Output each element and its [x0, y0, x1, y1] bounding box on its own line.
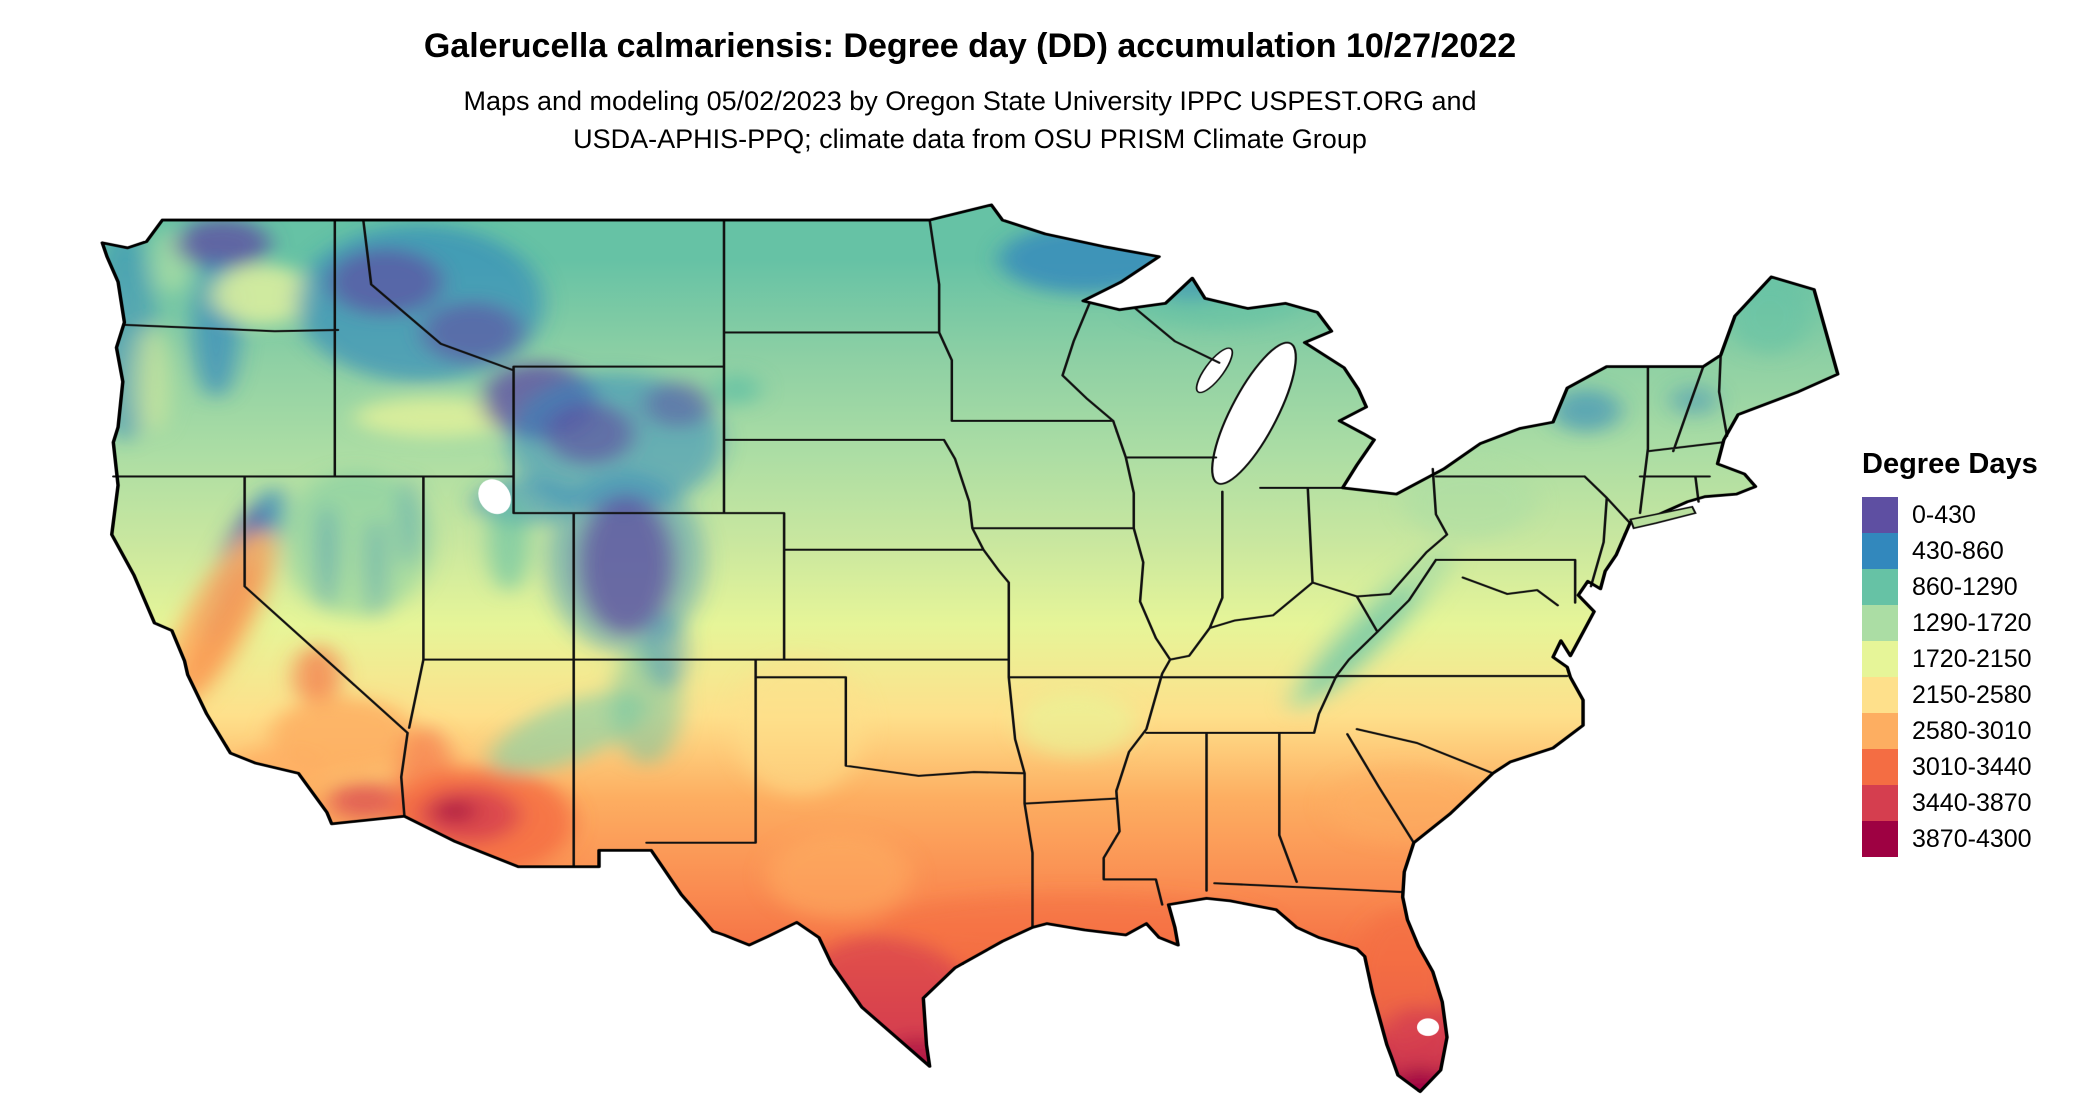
- legend-title: Degree Days: [1862, 448, 2038, 480]
- great-salt-lake: [478, 479, 511, 515]
- subtitle-line-2: USDA-APHIS-PPQ; climate data from OSU PR…: [573, 123, 1367, 154]
- map-header: Galerucella calmariensis: Degree day (DD…: [0, 26, 1940, 158]
- legend-swatch: [1862, 713, 1898, 749]
- legend-swatch: [1862, 641, 1898, 677]
- legend-swatch: [1862, 749, 1898, 785]
- legend-entry: 2150-2580: [1862, 677, 2092, 713]
- legend-swatch: [1862, 821, 1898, 857]
- page-title: Galerucella calmariensis: Degree day (DD…: [423, 27, 1517, 65]
- legend-entry: 3010-3440: [1862, 749, 2092, 785]
- state-borders: [112, 218, 1729, 929]
- long-island: [1629, 505, 1697, 530]
- legend-label: 3010-3440: [1912, 753, 2032, 781]
- lake-michigan: [1211, 341, 1297, 485]
- us-degree-day-map: [100, 203, 1840, 1094]
- legend-entry: 2580-3010: [1862, 713, 2092, 749]
- legend-label: 2150-2580: [1912, 681, 2032, 709]
- legend-entry: 0-430: [1862, 497, 2092, 533]
- legend-entry: 430-860: [1862, 533, 2092, 569]
- legend-label: 860-1290: [1912, 573, 2018, 601]
- legend-entry: 860-1290: [1862, 569, 2092, 605]
- legend-label: 0-430: [1912, 501, 1976, 529]
- legend-label: 1290-1720: [1912, 609, 2032, 637]
- legend-swatch: [1862, 605, 1898, 641]
- legend-entry: 1720-2150: [1862, 641, 2092, 677]
- legend-label: 1720-2150: [1912, 645, 2032, 673]
- legend-swatch: [1862, 569, 1898, 605]
- legend-swatch: [1862, 533, 1898, 569]
- legend-entries: 0-430 430-860 860-1290 1290-1720 1720-2150 21…: [1862, 497, 2092, 857]
- green-bay: [1195, 347, 1234, 394]
- lake-okeechobee: [1416, 1018, 1440, 1036]
- page-subtitle: Maps and modeling 05/02/2023 by Oregon S…: [0, 83, 1940, 159]
- legend-swatch: [1862, 785, 1898, 821]
- legend-entry: 3440-3870: [1862, 785, 2092, 821]
- legend-swatch: [1862, 497, 1898, 533]
- legend-label: 3440-3870: [1912, 789, 2032, 817]
- degree-day-raster: [102, 204, 1838, 1092]
- legend-label: 430-860: [1912, 537, 2004, 565]
- legend: Degree Days 0-430 430-860 860-1290 1290-172…: [1862, 448, 2092, 857]
- legend-label: 2580-3010: [1912, 717, 2032, 745]
- legend-swatch: [1862, 677, 1898, 713]
- legend-entry: 3870-4300: [1862, 821, 2092, 857]
- legend-entry: 1290-1720: [1862, 605, 2092, 641]
- subtitle-line-1: Maps and modeling 05/02/2023 by Oregon S…: [463, 85, 1477, 116]
- legend-label: 3870-4300: [1912, 825, 2032, 853]
- us-map-container: [88, 196, 1852, 1108]
